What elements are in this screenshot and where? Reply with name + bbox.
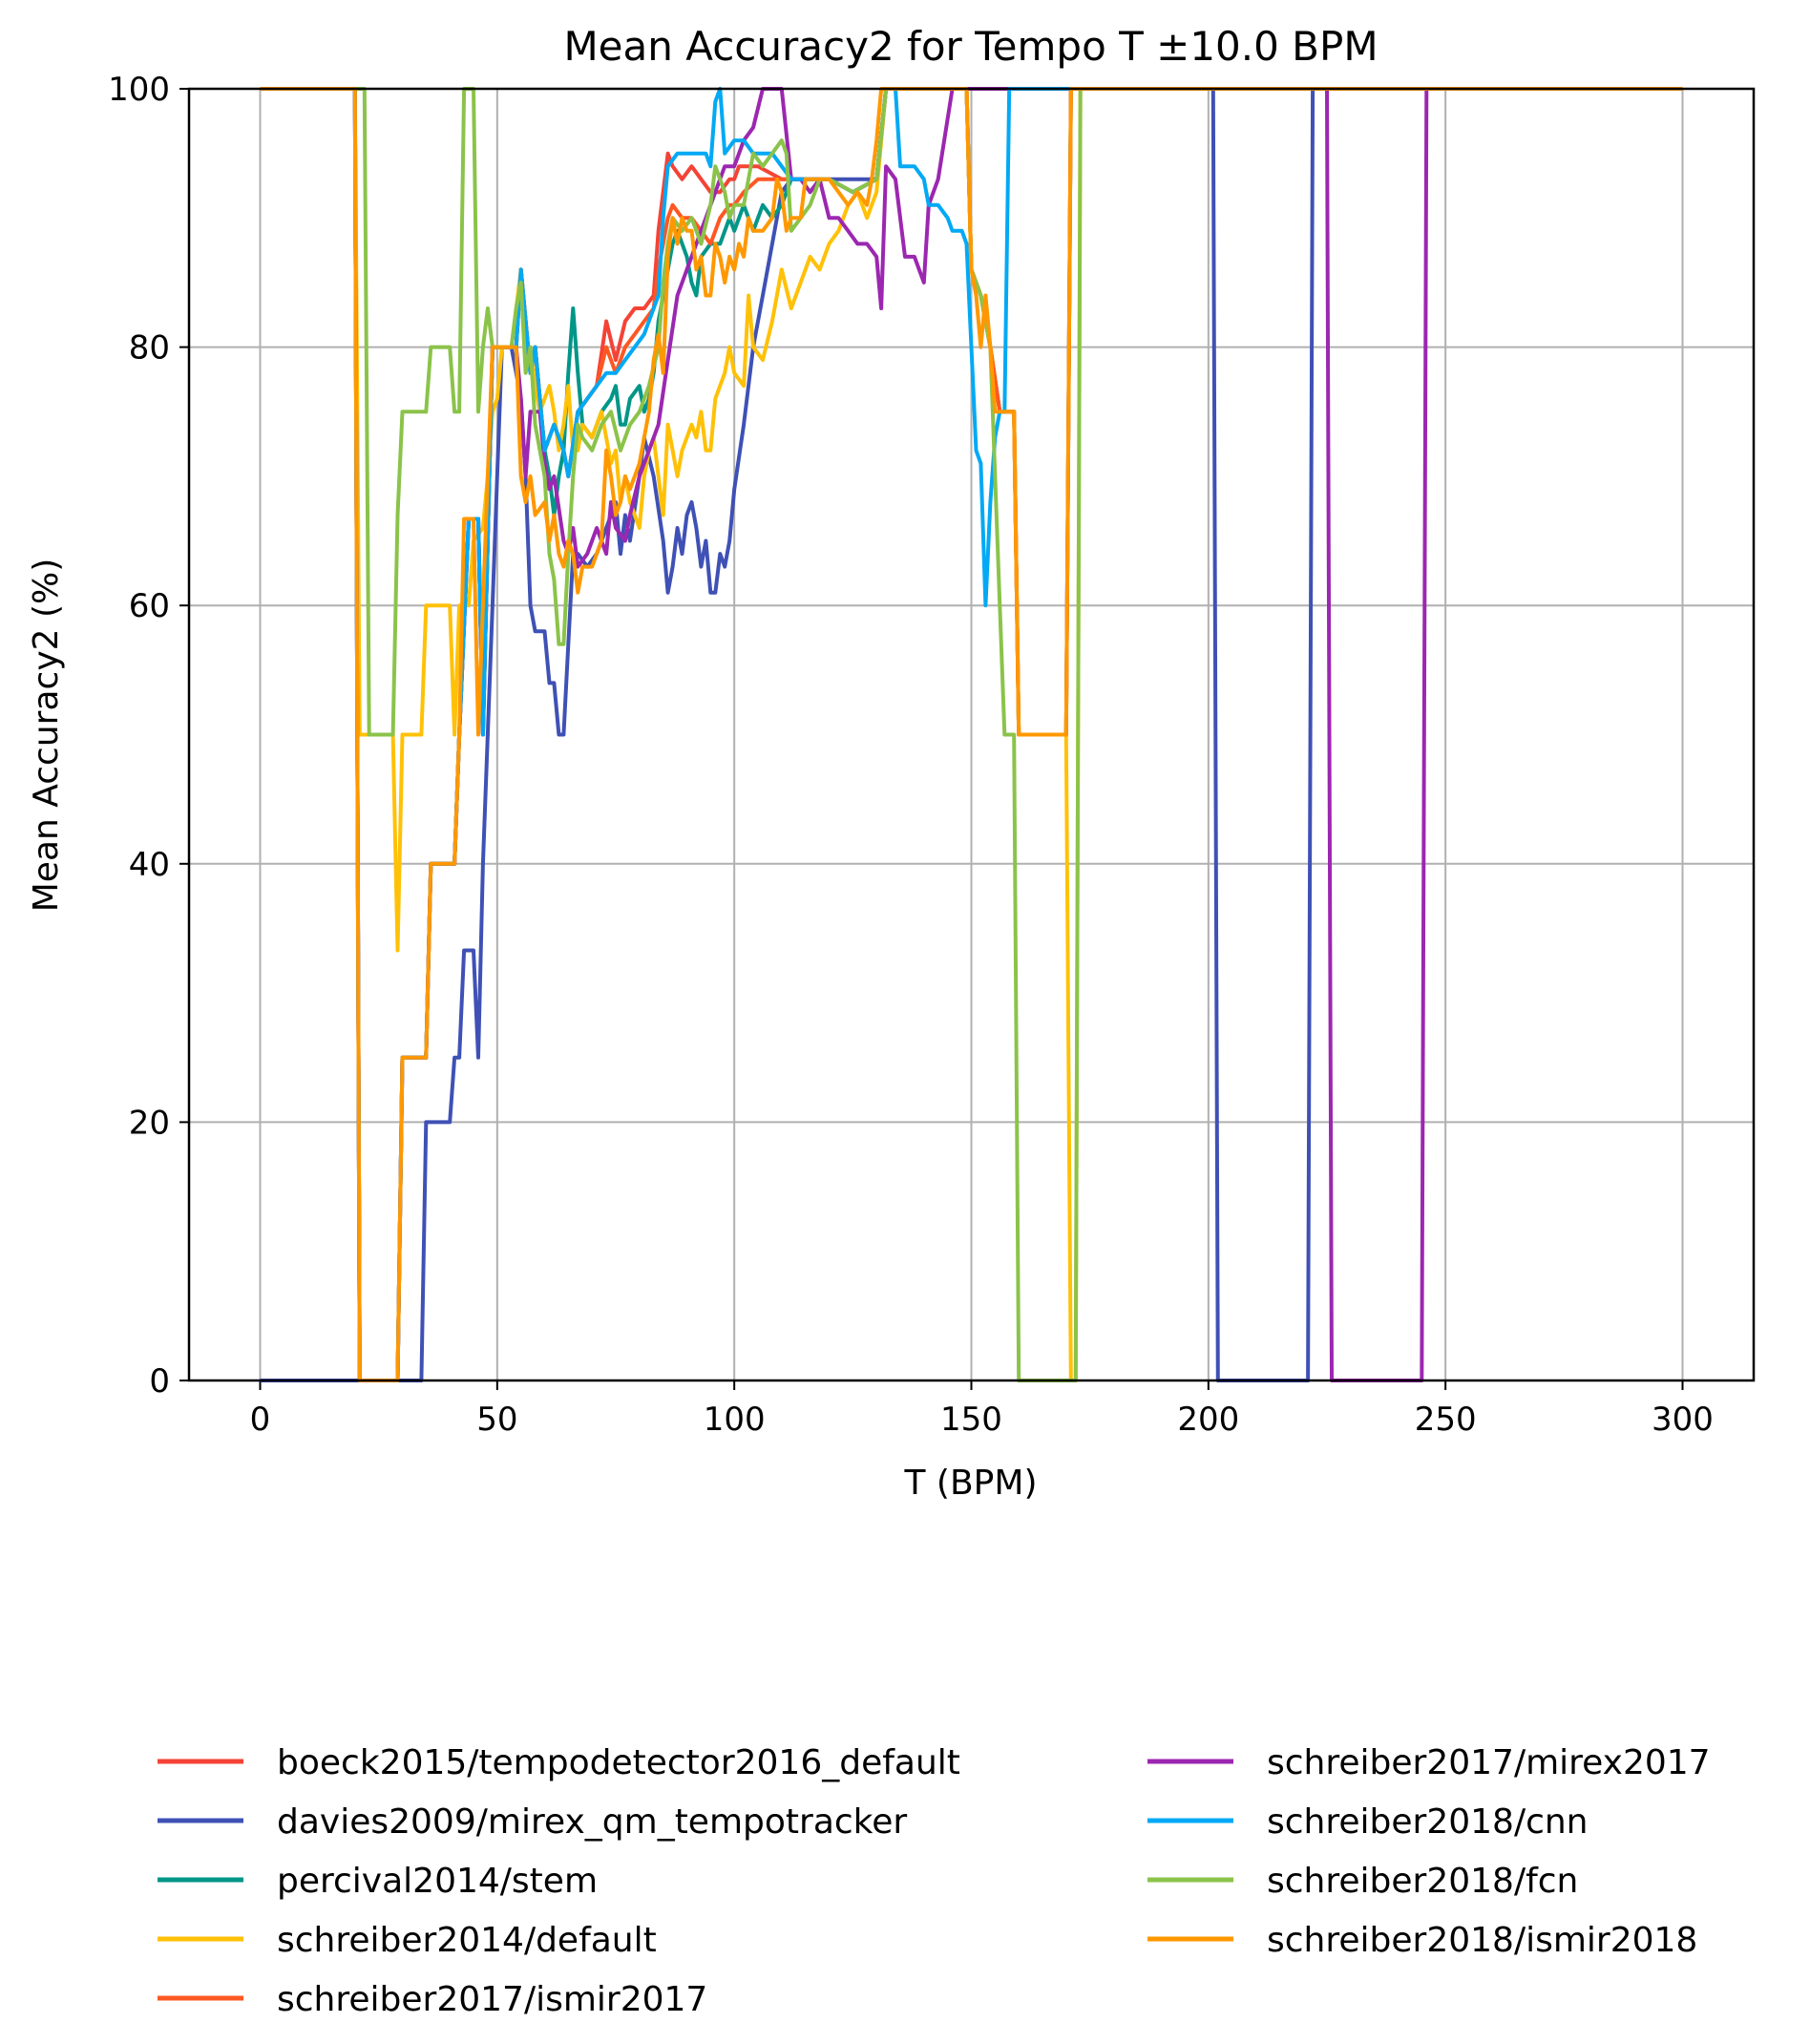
legend-label: davies2009/mirex_qm_tempotracker (277, 1802, 907, 1842)
legend: boeck2015/tempodetector2016_defaultdavie… (158, 1743, 1711, 2019)
x-tick-label: 300 (1652, 1401, 1714, 1439)
legend-label: schreiber2014/default (277, 1921, 657, 1960)
legend-label: schreiber2017/mirex2017 (1267, 1743, 1711, 1782)
y-tick-label: 80 (129, 329, 170, 368)
legend-label: percival2014/stem (277, 1862, 598, 1901)
x-tick-label: 100 (704, 1401, 766, 1439)
series-line-schreiber2018-ismir2018 (260, 87, 1683, 1382)
legend-label: schreiber2018/cnn (1267, 1802, 1589, 1842)
plot-area-frame (187, 87, 1756, 1382)
y-tick-label: 100 (108, 71, 170, 109)
legend-label: boeck2015/tempodetector2016_default (277, 1743, 960, 1782)
series-lines (260, 87, 1683, 1382)
axis-ticks: 0 50 100 150 200 250 300 0 20 40 60 80 100 (108, 71, 1714, 1439)
legend-label: schreiber2017/ismir2017 (277, 1980, 707, 2019)
y-tick-label: 0 (149, 1362, 170, 1401)
series-line-davies2009-mirex-qm-tempotracker (260, 87, 1683, 1382)
y-tick-label: 20 (129, 1104, 170, 1142)
chart-title: Mean Accuracy2 for Tempo T ±10.0 BPM (563, 23, 1378, 70)
x-tick-label: 150 (940, 1401, 1002, 1439)
x-tick-label: 50 (476, 1401, 517, 1439)
x-tick-label: 0 (250, 1401, 271, 1439)
y-tick-label: 40 (129, 846, 170, 884)
y-axis-label: Mean Accuracy2 (%) (27, 558, 66, 913)
legend-label: schreiber2018/ismir2018 (1267, 1921, 1697, 1960)
legend-label: schreiber2018/fcn (1267, 1862, 1578, 1901)
x-tick-label: 250 (1415, 1401, 1477, 1439)
y-tick-label: 60 (129, 587, 170, 625)
x-axis-label: T (BPM) (904, 1464, 1038, 1503)
x-tick-label: 200 (1177, 1401, 1239, 1439)
